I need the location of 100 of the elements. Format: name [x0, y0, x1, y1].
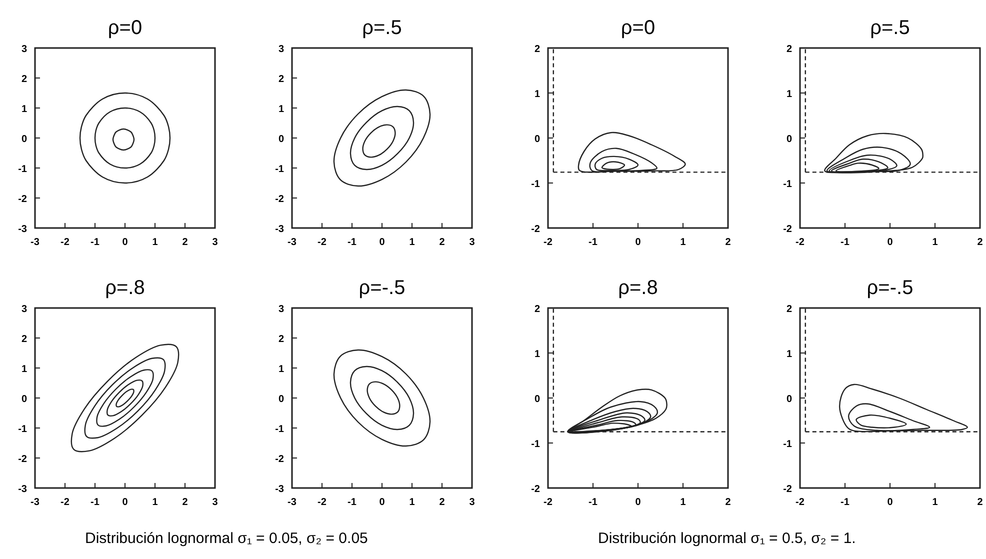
chart-title: ρ=0: [620, 17, 656, 39]
y-tick-label: 3: [278, 304, 284, 315]
y-tick-label: -1: [531, 439, 540, 450]
y-tick-label: -2: [783, 484, 792, 495]
x-tick-label: 0: [635, 497, 642, 508]
text: Distribución lognormal σ₁ = 0.5, σ₂ = 1.: [598, 530, 856, 547]
x-tick-label: -2: [60, 497, 70, 508]
x-tick-label: -2: [796, 237, 805, 248]
x-tick-label: -3: [288, 237, 297, 248]
y-tick-label: -2: [531, 484, 540, 495]
x-tick-label: 1: [932, 237, 938, 248]
y-tick-label: 1: [534, 89, 540, 100]
y-tick-label: 2: [534, 304, 540, 315]
y-tick-label: 2: [786, 304, 792, 315]
x-tick-label: 0: [122, 497, 128, 508]
y-tick-label: -1: [531, 179, 540, 190]
x-tick-label: -1: [840, 237, 850, 248]
y-tick-label: -1: [783, 179, 792, 190]
y-tick-label: -1: [783, 439, 792, 450]
chart-title: ρ=-.5: [866, 277, 914, 299]
y-tick-label: 3: [21, 304, 28, 315]
x-tick-label: -1: [588, 237, 598, 248]
y-tick-label: 1: [21, 364, 28, 375]
x-tick-label: 1: [152, 497, 158, 508]
chart-title: ρ=.5: [362, 17, 402, 39]
chart-title: ρ=0: [108, 17, 142, 39]
x-tick-label: -1: [348, 237, 357, 248]
x-tick-label: 2: [725, 237, 732, 248]
x-tick-label: 1: [680, 237, 686, 248]
y-tick-label: -2: [18, 194, 28, 205]
x-tick-label: -2: [796, 497, 805, 508]
x-tick-label: -1: [90, 497, 100, 508]
y-tick-label: 1: [534, 349, 540, 360]
y-tick-label: 2: [278, 334, 284, 345]
y-tick-label: 2: [21, 74, 28, 85]
y-tick-label: 1: [21, 104, 28, 115]
x-tick-label: 3: [212, 237, 218, 248]
y-tick-label: 0: [278, 394, 284, 405]
x-tick-label: -2: [544, 237, 553, 248]
x-tick-label: 1: [409, 497, 416, 508]
y-tick-label: -2: [275, 194, 284, 205]
x-tick-label: 3: [469, 237, 476, 248]
y-tick-label: -1: [275, 424, 284, 435]
x-tick-label: 0: [887, 497, 894, 508]
x-tick-label: -2: [318, 237, 327, 248]
x-tick-label: -3: [288, 497, 297, 508]
x-tick-label: 2: [439, 497, 446, 508]
y-tick-label: 0: [21, 394, 28, 405]
y-tick-label: 2: [534, 44, 540, 55]
y-tick-label: 1: [786, 89, 792, 100]
y-tick-label: -3: [275, 224, 284, 235]
y-tick-label: -1: [18, 424, 28, 435]
x-tick-label: -1: [348, 497, 357, 508]
x-tick-label: 0: [635, 237, 642, 248]
x-tick-label: 2: [439, 237, 446, 248]
x-tick-label: 0: [379, 237, 386, 248]
x-tick-label: 2: [182, 237, 188, 248]
x-tick-label: 3: [212, 497, 218, 508]
chart-title: ρ=.8: [618, 277, 658, 299]
x-tick-label: -2: [60, 237, 70, 248]
chart-title: ρ=.5: [870, 17, 910, 39]
x-tick-label: 2: [977, 497, 984, 508]
x-tick-label: -1: [840, 497, 850, 508]
y-tick-label: 2: [21, 334, 28, 345]
x-tick-label: 0: [122, 237, 128, 248]
x-tick-label: -1: [90, 237, 100, 248]
x-tick-label: 1: [680, 497, 686, 508]
x-tick-label: 0: [887, 237, 894, 248]
y-tick-label: 0: [21, 134, 28, 145]
y-tick-label: -3: [275, 484, 284, 495]
y-tick-label: 3: [21, 44, 28, 55]
y-tick-label: 0: [278, 134, 284, 145]
y-tick-label: 2: [278, 74, 284, 85]
x-tick-label: 1: [932, 497, 938, 508]
y-tick-label: -3: [18, 224, 28, 235]
y-tick-label: -2: [18, 454, 28, 465]
y-tick-label: 1: [278, 104, 284, 115]
y-tick-label: 0: [534, 394, 540, 405]
y-tick-label: -2: [531, 224, 540, 235]
x-tick-label: 0: [379, 497, 386, 508]
x-tick-label: -2: [318, 497, 327, 508]
y-tick-label: 0: [786, 394, 792, 405]
y-tick-label: -2: [275, 454, 284, 465]
text: Distribución lognormal σ₁ = 0.05, σ₂ = 0.05: [85, 530, 368, 547]
x-tick-label: 2: [182, 497, 188, 508]
x-tick-label: 1: [409, 237, 416, 248]
x-tick-label: 2: [977, 237, 984, 248]
y-tick-label: -2: [783, 224, 792, 235]
chart-title: ρ=.8: [105, 277, 145, 299]
y-tick-label: 1: [278, 364, 284, 375]
y-tick-label: -1: [275, 164, 284, 175]
y-tick-label: 0: [786, 134, 792, 145]
y-tick-label: 3: [278, 44, 284, 55]
chart-title: ρ=-.5: [358, 277, 406, 299]
y-tick-label: 1: [786, 349, 792, 360]
x-tick-label: 1: [152, 237, 158, 248]
x-tick-label: -3: [30, 237, 40, 248]
x-tick-label: -2: [544, 497, 553, 508]
y-tick-label: -3: [18, 484, 28, 495]
x-tick-label: 3: [469, 497, 476, 508]
